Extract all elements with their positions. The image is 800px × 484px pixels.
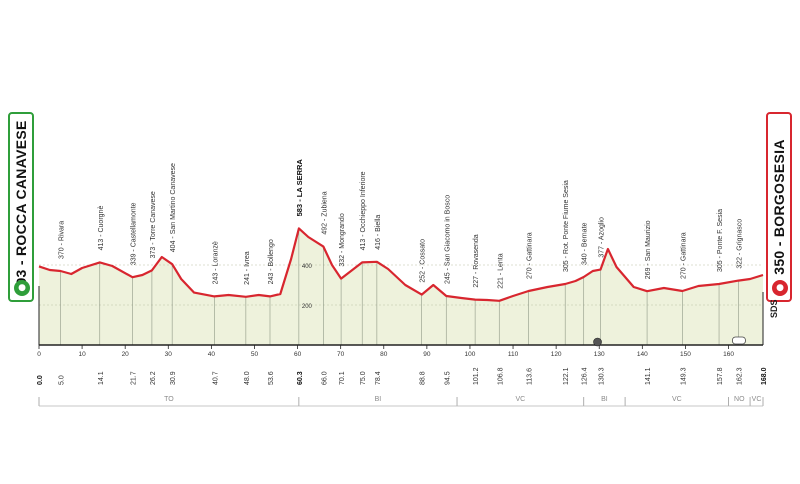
province-label: VC bbox=[672, 396, 682, 403]
km-tick-label: 140 bbox=[637, 351, 648, 358]
distance-label: 168.0 bbox=[761, 367, 768, 385]
km-tick-label: 40 bbox=[208, 351, 216, 358]
km-tick-label: 130 bbox=[594, 351, 605, 358]
place-label: 305 - Ponte F. Sesia bbox=[717, 209, 724, 272]
distance-label: 53.6 bbox=[268, 371, 275, 385]
province-label: VC bbox=[516, 396, 526, 403]
place-label: 270 - Gattinara bbox=[680, 232, 687, 279]
place-label: 270 - Gattinara bbox=[527, 232, 534, 279]
distance-label: 48.0 bbox=[244, 371, 251, 385]
km-tick-label: 110 bbox=[508, 351, 519, 358]
final-km-icon bbox=[732, 336, 746, 345]
distance-label: 126.4 bbox=[582, 367, 589, 385]
distance-label: 122.1 bbox=[563, 367, 570, 385]
intermediate-sprint-icon bbox=[593, 337, 602, 347]
finish-label: 350 - BORGOSESIA bbox=[771, 139, 787, 275]
distance-label: 157.8 bbox=[717, 367, 724, 385]
finish-cyclist-icon: ● bbox=[772, 280, 788, 296]
elevation-tick-label: 400 bbox=[302, 264, 313, 270]
km-tick-label: 0 bbox=[37, 351, 41, 358]
km-tick-label: 90 bbox=[423, 351, 431, 358]
km-tick-label: 60 bbox=[294, 351, 302, 358]
distance-label: 30.9 bbox=[170, 371, 177, 385]
finish-card: 350 - BORGOSESIA ● bbox=[766, 112, 792, 302]
place-label: 243 - Bollengo bbox=[268, 239, 275, 284]
distance-label: 94.5 bbox=[444, 371, 451, 385]
distance-label: 106.8 bbox=[497, 367, 504, 385]
km-tick-label: 100 bbox=[465, 351, 476, 358]
distance-label: 70.1 bbox=[339, 371, 346, 385]
place-label: 377 - Azoglio bbox=[599, 217, 606, 258]
km-tick-label: 160 bbox=[723, 351, 734, 358]
place-label: 339 - Castellamonte bbox=[131, 202, 138, 265]
profile-line bbox=[38, 227, 764, 302]
km-tick-label: 120 bbox=[551, 351, 562, 358]
distance-label: 14.1 bbox=[98, 371, 105, 385]
start-cyclist-icon: ● bbox=[14, 280, 30, 296]
distance-label: 75.0 bbox=[360, 371, 367, 385]
distance-label: 66.0 bbox=[321, 371, 328, 385]
distance-label: 0.0 bbox=[37, 375, 44, 385]
place-label: 243 - Loranzè bbox=[212, 241, 219, 284]
start-card: 393 - ROCCA CANAVESE ● bbox=[8, 112, 34, 302]
place-label: 332 - Mongrando bbox=[339, 213, 346, 266]
distance-label: 88.8 bbox=[420, 371, 427, 385]
place-label: 373 - Torre Canavese bbox=[150, 191, 157, 258]
km-tick-label: 30 bbox=[165, 351, 173, 358]
km-tick-label: 20 bbox=[122, 351, 130, 358]
place-label: 322 - Grignasco bbox=[736, 219, 743, 269]
place-label: 340 - Bernate bbox=[582, 222, 589, 265]
distance-label: 130.3 bbox=[599, 367, 606, 385]
place-label: 404 - San Martino Canavese bbox=[170, 163, 177, 252]
distance-label: 5.0 bbox=[59, 375, 66, 385]
distance-label: 78.4 bbox=[375, 371, 382, 385]
distance-label: 113.6 bbox=[527, 368, 534, 385]
km-tick-label: 70 bbox=[337, 351, 345, 358]
distance-label: 26.2 bbox=[150, 371, 157, 385]
sds-label: SDS bbox=[769, 299, 779, 318]
place-label: 269 - San Maurizio bbox=[645, 220, 652, 279]
place-label: 241 - Ivrea bbox=[244, 251, 251, 285]
place-label: 370 - Rivara bbox=[59, 221, 66, 259]
province-label: BI bbox=[601, 396, 608, 403]
profile-area bbox=[39, 228, 763, 345]
km-tick-label: 150 bbox=[680, 351, 691, 358]
km-tick-label: 10 bbox=[78, 351, 86, 358]
province-label: BI bbox=[375, 396, 382, 403]
place-label: 245 - San Giacomo in Bosco bbox=[444, 195, 451, 284]
km-tick-label: 80 bbox=[380, 351, 388, 358]
place-label: 221 - Lenta bbox=[497, 253, 504, 289]
place-label: 413 - Cuorgnè bbox=[98, 206, 105, 251]
distance-label: 21.7 bbox=[131, 371, 138, 385]
place-label: 227 - Rovasenda bbox=[473, 234, 480, 287]
km-tick-label: 50 bbox=[251, 351, 259, 358]
start-label: 393 - ROCCA CANAVESE bbox=[13, 120, 29, 294]
distance-label: 149.3 bbox=[680, 367, 687, 385]
elevation-tick-label: 200 bbox=[302, 304, 313, 310]
place-label: 413 - Occhieppo Inferiore bbox=[360, 171, 367, 250]
place-label: 305 - Rot. Ponte Fiume Sesia bbox=[563, 180, 570, 272]
province-label: TO bbox=[164, 396, 174, 403]
province-label: VC bbox=[752, 396, 762, 403]
province-label: NO bbox=[734, 396, 745, 403]
place-label: 416 - Biella bbox=[375, 215, 382, 250]
place-label: 583 - LA SERRA bbox=[295, 159, 304, 217]
distance-label: 60.3 bbox=[297, 371, 304, 385]
place-label: 492 - Zubiena bbox=[321, 191, 328, 234]
distance-label: 141.1 bbox=[645, 367, 652, 385]
distance-label: 101.2 bbox=[473, 367, 480, 385]
place-label: 252 - Cossato bbox=[420, 239, 427, 283]
distance-label: 40.7 bbox=[212, 371, 219, 385]
distance-label: 162.3 bbox=[736, 367, 743, 385]
